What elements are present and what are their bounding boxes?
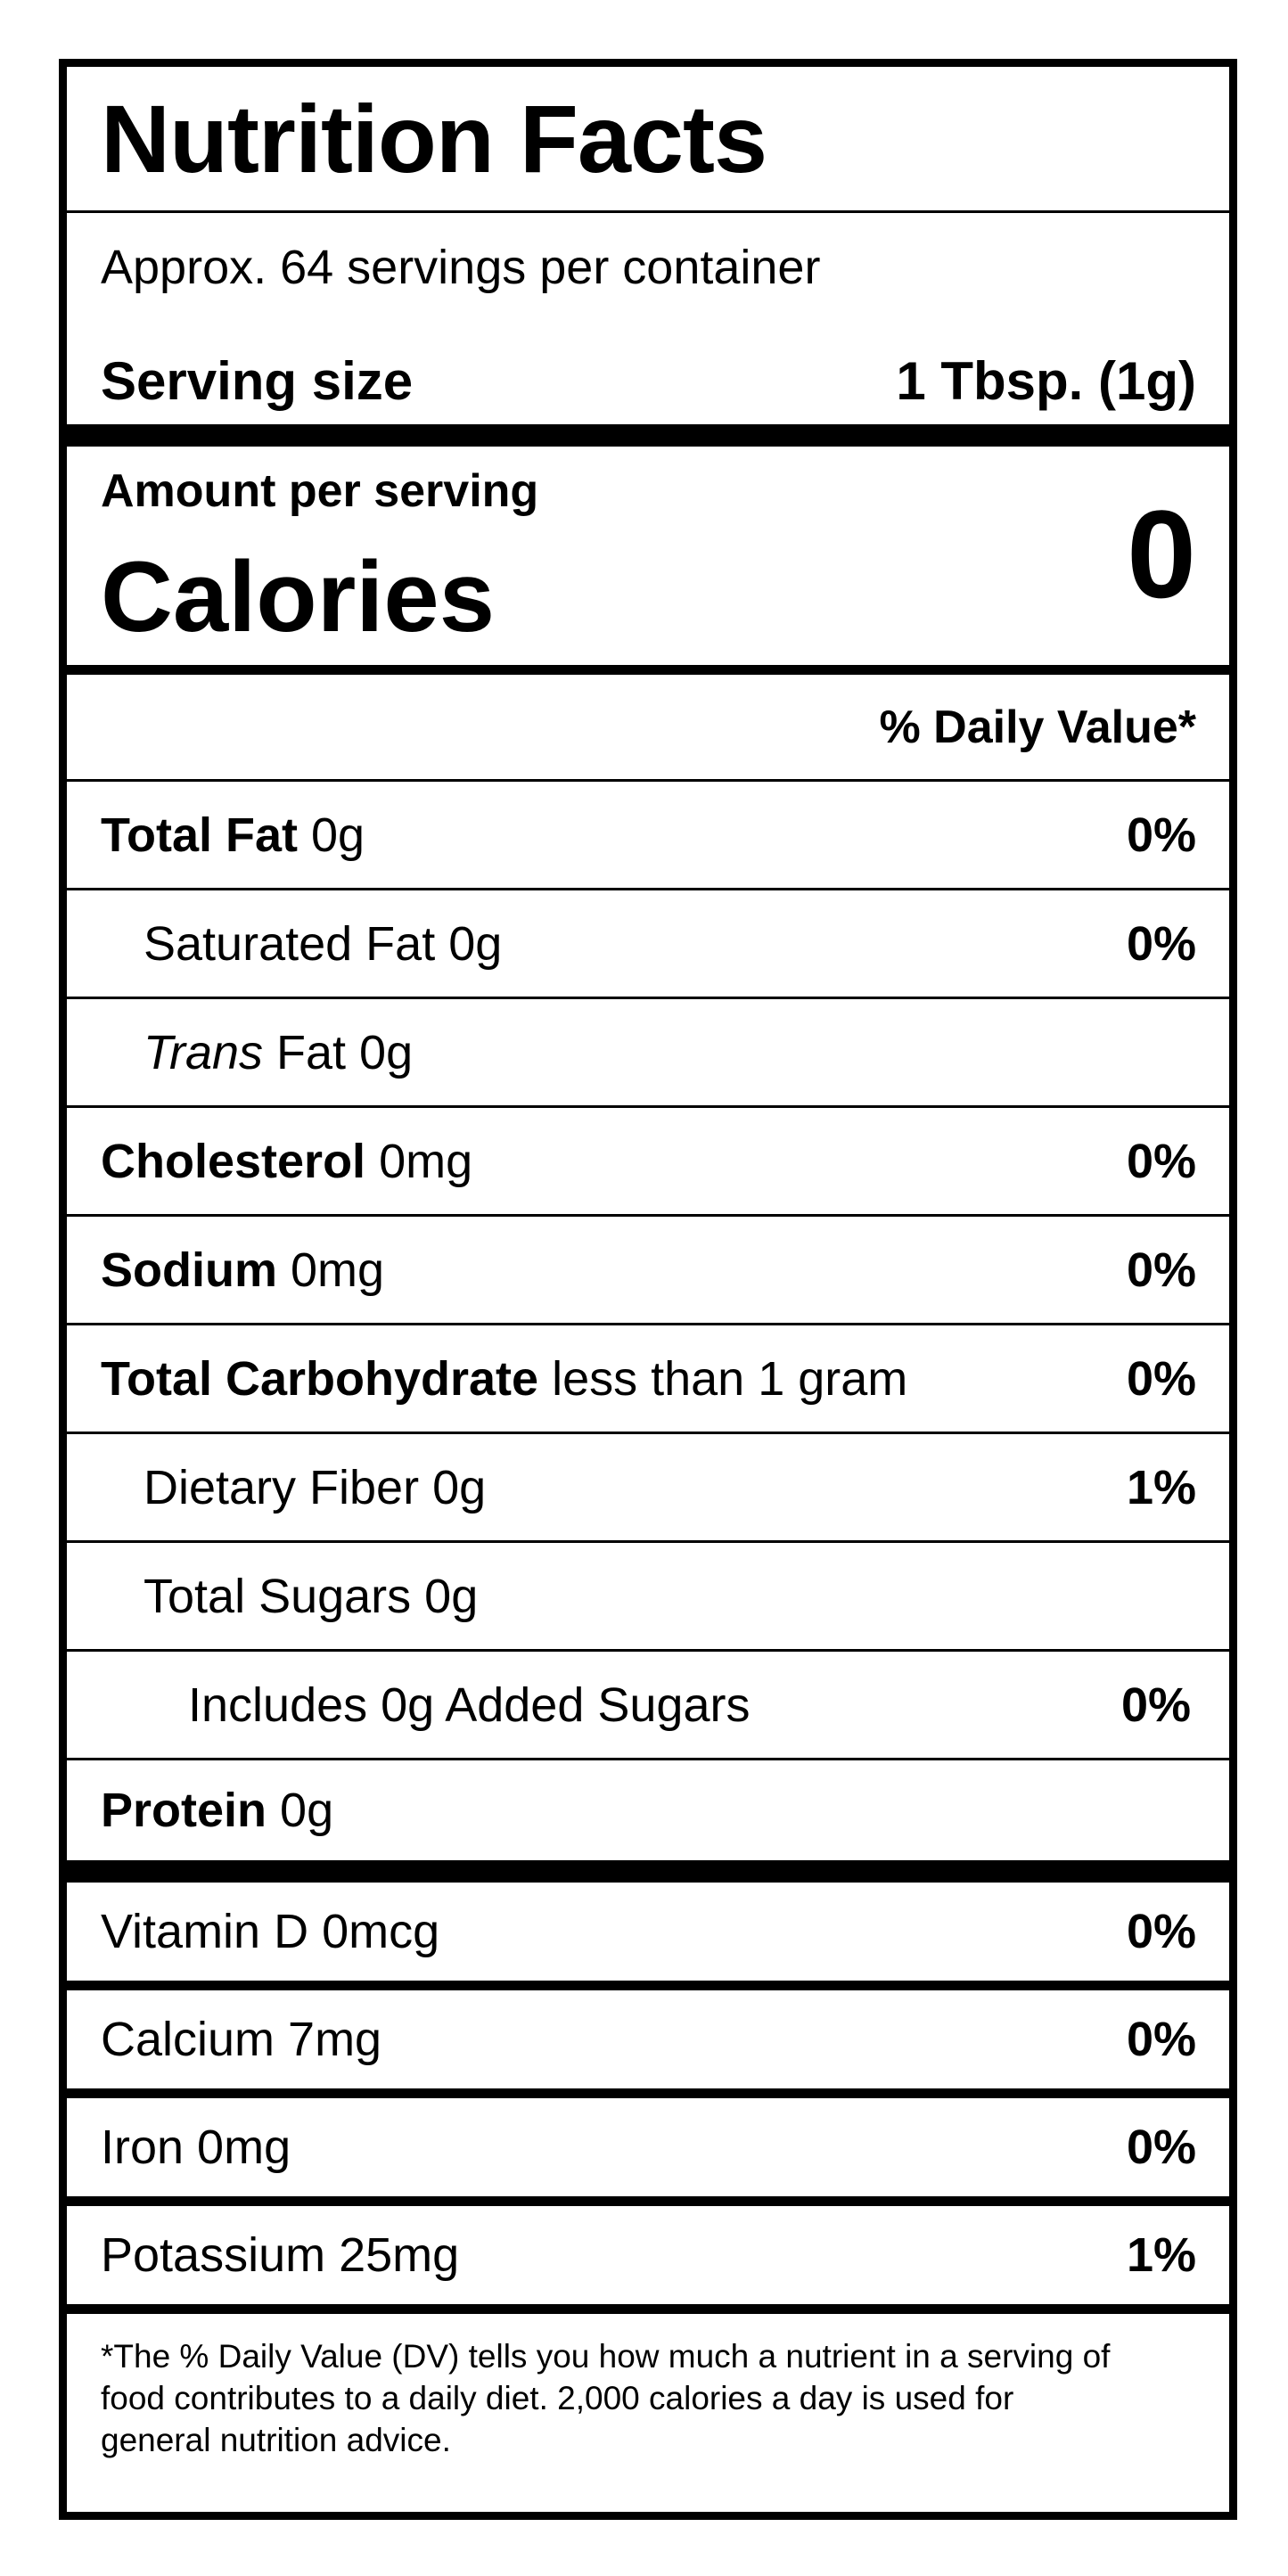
serving-size-label: Serving size [101,351,414,411]
daily-value-percent: 0% [1126,808,1196,862]
nutrient-amount: Total Sugars 0g [144,1569,479,1623]
nutrient-row: Trans Fat 0g [67,999,1229,1105]
amount-per-serving: Amount per serving [101,465,539,517]
nutrient-italic-name: Trans [144,1025,264,1079]
medium-divider [67,665,1229,675]
vitamin-row: Iron 0mg 0% [67,2098,1229,2196]
serving-section: Approx. 64 servings per container Servin… [67,213,1229,424]
divider [67,1649,1229,1652]
vitamin-name: Calcium 7mg [101,2013,382,2066]
nutrient-amount: 0g [267,1784,334,1837]
nutrient-row: Includes 0g Added Sugars 0% [67,1652,1229,1758]
medium-divider [67,2088,1229,2098]
nutrient-name: Dietary Fiber 0g [101,1460,486,1515]
medium-divider [67,2304,1229,2314]
divider [67,1540,1229,1543]
divider [67,1323,1229,1325]
nutrient-amount: Includes 0g Added Sugars [188,1678,751,1732]
daily-value-percent: 0% [1126,1243,1196,1297]
calories-label: Calories [101,541,495,652]
vitamin-row: Calcium 7mg 0% [67,1990,1229,2088]
divider [67,1758,1229,1760]
divider [67,888,1229,890]
servings-per-container: Approx. 64 servings per container [101,241,821,294]
nutrient-bold-name: Total Fat [101,808,298,862]
nutrient-row: Sodium 0mg 0% [67,1217,1229,1323]
daily-value-percent: 0% [1120,1678,1191,1732]
vitamin-row: Potassium 25mg 1% [67,2206,1229,2304]
vitamin-name: Iron 0mg [101,2121,291,2174]
nutrient-name: Cholesterol 0mg [101,1134,472,1189]
divider [67,1105,1229,1108]
nutrient-bold-name: Sodium [101,1243,277,1297]
nutrient-row: Saturated Fat 0g 0% [67,890,1229,997]
nutrient-amount: 0g [297,808,365,862]
nutrient-name: Includes 0g Added Sugars [101,1678,750,1733]
nutrient-name: Sodium 0mg [101,1243,384,1298]
nutrient-row: Dietary Fiber 0g 1% [67,1434,1229,1540]
daily-value-percent: 0% [1126,1905,1196,1958]
daily-value-percent: 1% [1126,1460,1196,1514]
footnote: *The % Daily Value (DV) tells you how mu… [101,2338,1111,2458]
vitamin-name: Potassium 25mg [101,2228,460,2282]
nutrient-amount: 0mg [365,1134,473,1188]
daily-value-percent: 0% [1126,916,1196,971]
vitamin-row: Vitamin D 0mcg 0% [67,1883,1229,1981]
nutrient-bold-name: Total Carbohydrate [101,1351,539,1406]
daily-value-header: % Daily Value* [879,701,1196,753]
nutrition-facts-label: Nutrition Facts Approx. 64 servings per … [59,59,1237,2520]
nutrient-row: Protein 0g [67,1760,1229,1860]
nutrient-name: Total Fat 0g [101,808,365,863]
daily-value-percent: 0% [1126,1134,1196,1188]
daily-value-percent: 1% [1126,2228,1196,2282]
calories-section: Amount per serving Calories 0 [67,447,1229,665]
divider [67,1214,1229,1217]
nutrient-amount: Saturated Fat 0g [144,916,503,971]
nutrient-row: Total Sugars 0g [67,1543,1229,1649]
nutrient-row: Total Carbohydrate less than 1 gram 0% [67,1325,1229,1432]
serving-size-row: Serving size 1 Tbsp. (1g) [101,350,1196,412]
daily-value-percent: 0% [1126,2013,1196,2066]
nutrient-row: Total Fat 0g 0% [67,782,1229,888]
vitamin-name: Vitamin D 0mcg [101,1905,440,1958]
nutrient-name: Total Sugars 0g [101,1569,478,1624]
nutrient-name: Protein 0g [101,1783,333,1838]
nutrient-name: Total Carbohydrate less than 1 gram [101,1351,907,1407]
daily-value-percent: 0% [1126,1351,1196,1406]
thick-divider [67,424,1229,447]
nutrient-bold-name: Protein [101,1784,267,1837]
nutrient-amount: Fat 0g [263,1025,414,1079]
divider [67,210,1229,213]
daily-value-percent: 0% [1126,2121,1196,2174]
label-title: Nutrition Facts [101,85,767,193]
nutrient-bold-name: Cholesterol [101,1134,366,1188]
nutrient-amount: 0mg [277,1243,385,1297]
serving-size-value: 1 Tbsp. (1g) [896,351,1196,411]
nutrient-name: Trans Fat 0g [101,1025,413,1080]
nutrient-name: Saturated Fat 0g [101,916,502,972]
nutrient-row: Cholesterol 0mg 0% [67,1108,1229,1214]
divider [67,779,1229,782]
calories-value: 0 [1127,484,1196,624]
medium-divider [67,2196,1229,2206]
thick-divider [67,1860,1229,1883]
divider [67,997,1229,999]
divider [67,1432,1229,1434]
nutrient-amount: Dietary Fiber 0g [144,1460,487,1514]
nutrient-amount: less than 1 gram [538,1351,908,1406]
medium-divider [67,1981,1229,1990]
